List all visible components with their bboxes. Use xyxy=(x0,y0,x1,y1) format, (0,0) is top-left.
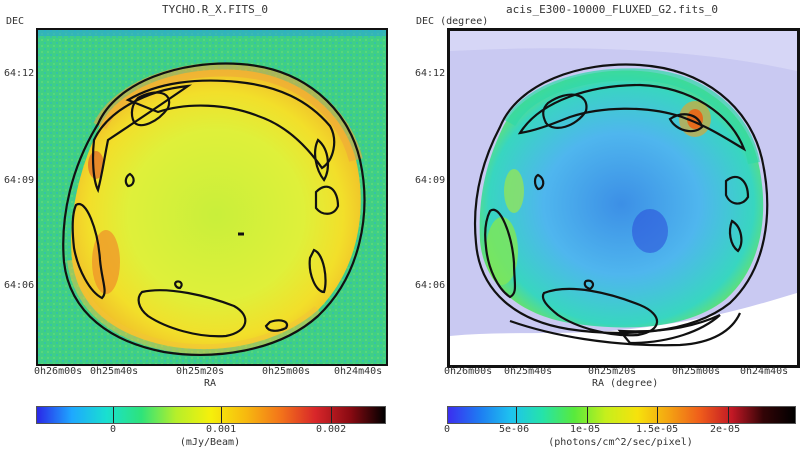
right-ra-tick-2: 0h25m40s xyxy=(504,366,553,377)
left-image-panel[interactable] xyxy=(36,28,388,366)
right-dec-tick-1: 64:12 xyxy=(415,68,446,79)
right-colorbar-tickmark xyxy=(728,407,729,423)
right-colorbar-tick-4: 1.5e-05 xyxy=(636,424,679,435)
left-ra-tick-5: 0h24m40s xyxy=(334,366,383,377)
right-image-panel[interactable] xyxy=(447,28,800,368)
right-colorbar-tickmark xyxy=(657,407,658,423)
right-xray-image xyxy=(450,31,797,347)
left-colorbar-tickmark xyxy=(331,407,332,423)
left-dec-tick-3: 64:06 xyxy=(4,280,35,291)
left-ra-tick-4: 0h25m00s xyxy=(262,366,311,377)
left-dec-tick-1: 64:12 xyxy=(4,68,35,79)
left-image-title: TYCHO.R_X.FITS_0 xyxy=(162,3,268,16)
left-radio-image xyxy=(38,30,386,364)
left-colorbar-tickmark xyxy=(221,407,222,423)
left-colorbar-tickmark xyxy=(113,407,114,423)
left-ra-tick-3: 0h25m20s xyxy=(176,366,225,377)
right-ra-tick-5: 0h24m40s xyxy=(740,366,789,377)
right-ra-tick-4: 0h25m00s xyxy=(672,366,721,377)
left-ra-tick-2: 0h25m40s xyxy=(90,366,139,377)
right-colorbar-unit: (photons/cm^2/sec/pixel) xyxy=(548,437,693,448)
left-dec-tick-2: 64:09 xyxy=(4,175,35,186)
right-dec-tick-3: 64:06 xyxy=(415,280,446,291)
left-ra-axis-label: RA xyxy=(204,378,217,389)
right-ra-axis-label: RA (degree) xyxy=(592,378,659,389)
right-colorbar-tick-3: 1e-05 xyxy=(570,424,601,435)
right-colorbar-tickmark xyxy=(587,407,588,423)
right-ra-tick-3: 0h25m20s xyxy=(588,366,637,377)
right-colorbar[interactable] xyxy=(447,406,796,424)
left-colorbar-unit: (mJy/Beam) xyxy=(179,437,241,448)
right-colorbar-tick-5: 2e-05 xyxy=(710,424,741,435)
left-colorbar-tick-2: 0.001 xyxy=(206,424,237,435)
right-ra-tick-1: 0h26m00s xyxy=(444,366,493,377)
left-colorbar-tick-1: 0 xyxy=(110,424,117,435)
right-colorbar-tickmark xyxy=(516,407,517,423)
right-dec-axis-label: DEC (degree) xyxy=(416,16,489,27)
right-dec-tick-2: 64:09 xyxy=(415,175,446,186)
left-colorbar[interactable] xyxy=(36,406,386,424)
right-colorbar-tick-2: 5e-06 xyxy=(499,424,530,435)
left-dec-axis-label: DEC xyxy=(6,16,25,27)
right-image-title: acis_E300-10000_FLUXED_G2.fits_0 xyxy=(506,3,718,16)
left-ra-tick-1: 0h26m00s xyxy=(34,366,83,377)
right-colorbar-tick-1: 0 xyxy=(444,424,451,435)
left-colorbar-tick-3: 0.002 xyxy=(316,424,347,435)
